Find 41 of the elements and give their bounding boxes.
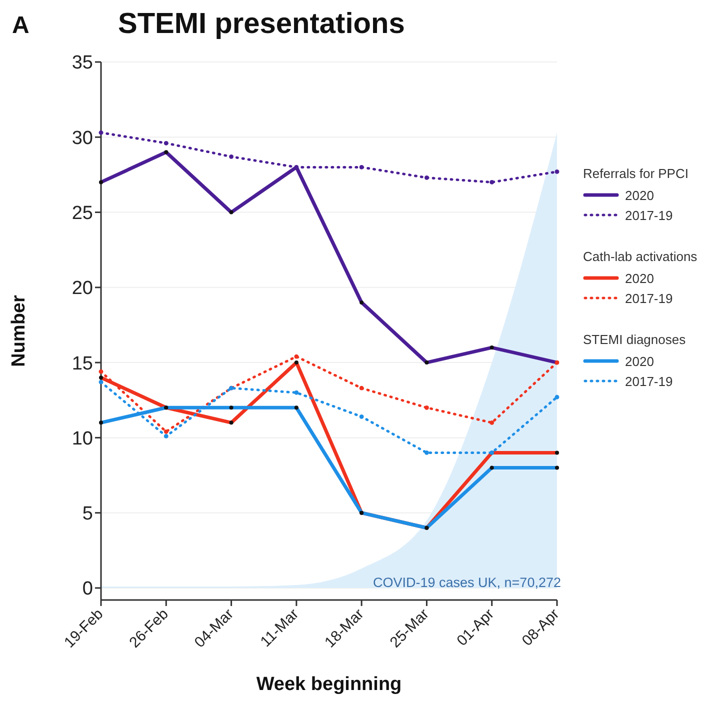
point [424,450,429,455]
point [229,154,234,159]
chart-title: STEMI presentations [118,8,405,41]
point [164,434,168,438]
y-tick-label: 20 [72,278,93,300]
legend-label: 2020 [625,270,654,286]
point [98,369,104,374]
y-tick-label: 10 [72,428,93,450]
y-tick-label: 15 [72,353,93,374]
legend-label: 2017-19 [625,208,673,222]
point [554,394,560,400]
point [359,386,364,390]
point [359,164,364,170]
y-axis-title: Number [8,294,30,367]
point [164,429,168,434]
y-tick-label: 25 [72,203,93,224]
point [359,414,364,419]
legend-label: 2020 [625,188,654,202]
point [98,380,104,384]
text: Cath-lab activations [583,249,698,264]
point [294,354,299,359]
point [164,140,168,146]
point [424,176,429,180]
legend-label: 2017-19 [625,374,673,388]
legend-label: 2017-19 [625,290,673,306]
legend-label: 2020 [625,354,654,368]
point [490,420,494,425]
y-tick-label: 5 [82,504,93,525]
annotation: COVID-19 cases UK, n=70,272 [373,575,561,590]
text: A [12,12,30,40]
point [424,405,429,410]
y-tick-label: 0 [82,578,93,600]
y-tick-label: 30 [72,128,93,149]
y-tick-label: 35 [72,52,93,74]
point [490,180,494,184]
x-axis-title: Week beginning [256,674,402,695]
point [294,390,299,395]
point [554,170,560,174]
point [98,130,104,135]
text: STEMI diagnoses [583,332,687,347]
text: Referrals for PPCI [583,166,690,181]
